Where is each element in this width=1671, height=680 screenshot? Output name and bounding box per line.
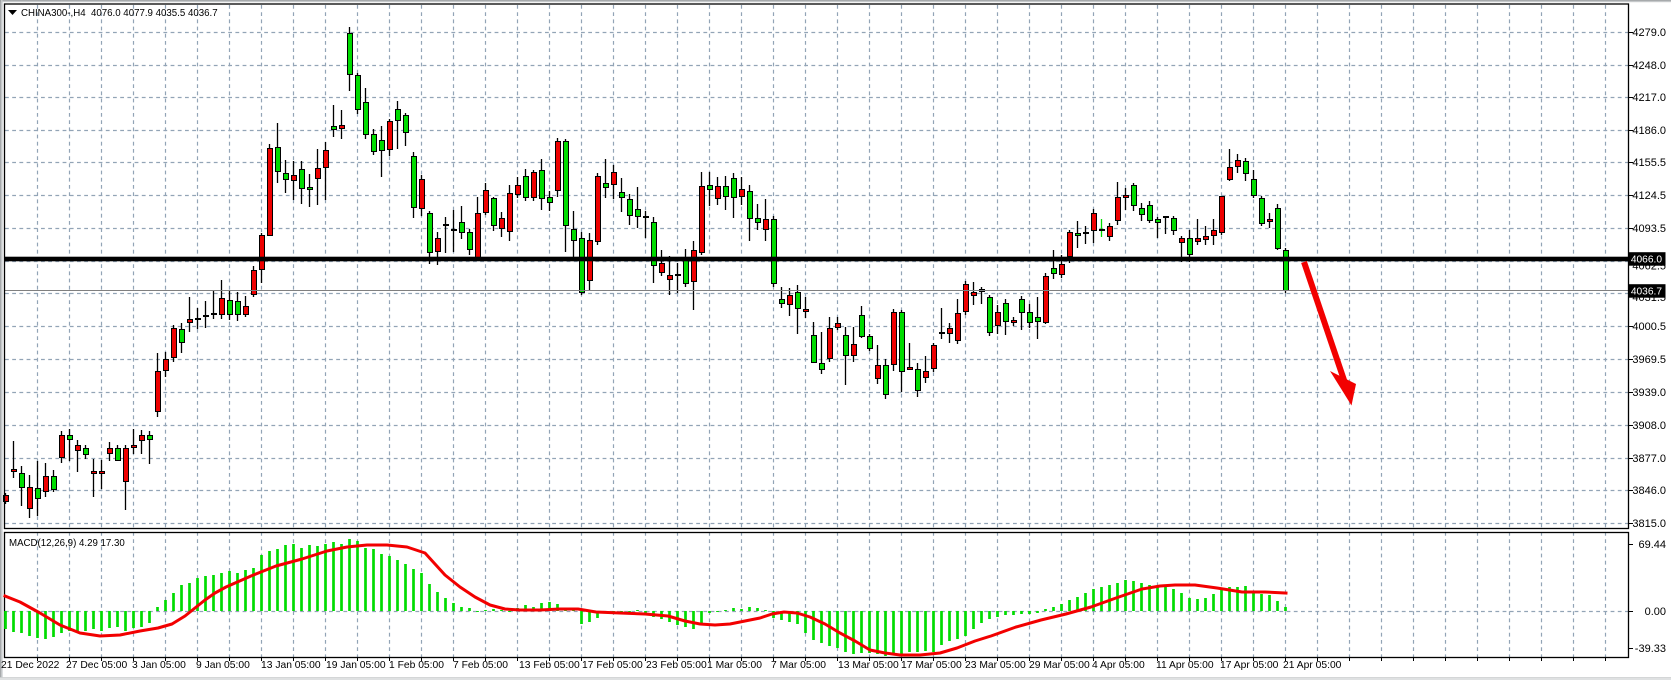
svg-text:3846.0: 3846.0 xyxy=(1632,485,1666,497)
svg-text:13 Feb 05:00: 13 Feb 05:00 xyxy=(519,660,580,671)
svg-text:7 Feb 05:00: 7 Feb 05:00 xyxy=(453,660,508,671)
svg-text:4279.0: 4279.0 xyxy=(1632,27,1666,39)
svg-text:21 Apr 05:00: 21 Apr 05:00 xyxy=(1283,660,1342,671)
svg-text:-39.33: -39.33 xyxy=(1635,643,1666,655)
svg-text:23 Feb 05:00: 23 Feb 05:00 xyxy=(646,660,707,671)
svg-text:4124.5: 4124.5 xyxy=(1632,190,1666,202)
svg-text:4217.0: 4217.0 xyxy=(1632,92,1666,104)
svg-text:19 Jan 05:00: 19 Jan 05:00 xyxy=(326,660,386,671)
svg-text:4000.5: 4000.5 xyxy=(1632,321,1666,333)
svg-text:3815.0: 3815.0 xyxy=(1632,518,1666,530)
svg-text:0.00: 0.00 xyxy=(1645,606,1666,618)
svg-text:27 Dec 05:00: 27 Dec 05:00 xyxy=(66,660,128,671)
svg-text:21 Dec 2022: 21 Dec 2022 xyxy=(1,660,60,671)
svg-text:4093.5: 4093.5 xyxy=(1632,223,1666,235)
svg-text:3877.0: 3877.0 xyxy=(1632,453,1666,465)
svg-text:CHINA300-,H4 4076.0 4077.9 40: CHINA300-,H4 4076.0 4077.9 4035.5 4036.7 xyxy=(21,8,218,19)
svg-text:17 Feb 05:00: 17 Feb 05:00 xyxy=(582,660,643,671)
svg-text:4186.0: 4186.0 xyxy=(1632,125,1666,137)
svg-text:9 Jan 05:00: 9 Jan 05:00 xyxy=(196,660,250,671)
svg-text:13 Jan 05:00: 13 Jan 05:00 xyxy=(261,660,321,671)
svg-text:MACD(12,26,9) 4.29 17.30: MACD(12,26,9) 4.29 17.30 xyxy=(9,538,125,549)
svg-text:3939.0: 3939.0 xyxy=(1632,387,1666,399)
svg-text:1 Mar 05:00: 1 Mar 05:00 xyxy=(707,660,762,671)
svg-text:1 Feb 05:00: 1 Feb 05:00 xyxy=(389,660,444,671)
svg-text:4036.7: 4036.7 xyxy=(1631,287,1662,298)
svg-text:17 Apr 05:00: 17 Apr 05:00 xyxy=(1220,660,1279,671)
svg-text:17 Mar 05:00: 17 Mar 05:00 xyxy=(901,660,962,671)
svg-text:3 Jan 05:00: 3 Jan 05:00 xyxy=(132,660,186,671)
svg-text:23 Mar 05:00: 23 Mar 05:00 xyxy=(965,660,1026,671)
svg-text:3969.5: 3969.5 xyxy=(1632,354,1666,366)
svg-text:7 Mar 05:00: 7 Mar 05:00 xyxy=(771,660,826,671)
svg-text:13 Mar 05:00: 13 Mar 05:00 xyxy=(838,660,899,671)
svg-text:4066.0: 4066.0 xyxy=(1631,255,1662,266)
svg-text:4248.0: 4248.0 xyxy=(1632,60,1666,72)
svg-text:4155.5: 4155.5 xyxy=(1632,157,1666,169)
svg-text:11 Apr 05:00: 11 Apr 05:00 xyxy=(1156,660,1214,671)
svg-text:29 Mar 05:00: 29 Mar 05:00 xyxy=(1029,660,1090,671)
svg-text:3908.0: 3908.0 xyxy=(1632,420,1666,432)
svg-text:4 Apr 05:00: 4 Apr 05:00 xyxy=(1092,660,1145,671)
svg-text:69.44: 69.44 xyxy=(1638,539,1666,551)
